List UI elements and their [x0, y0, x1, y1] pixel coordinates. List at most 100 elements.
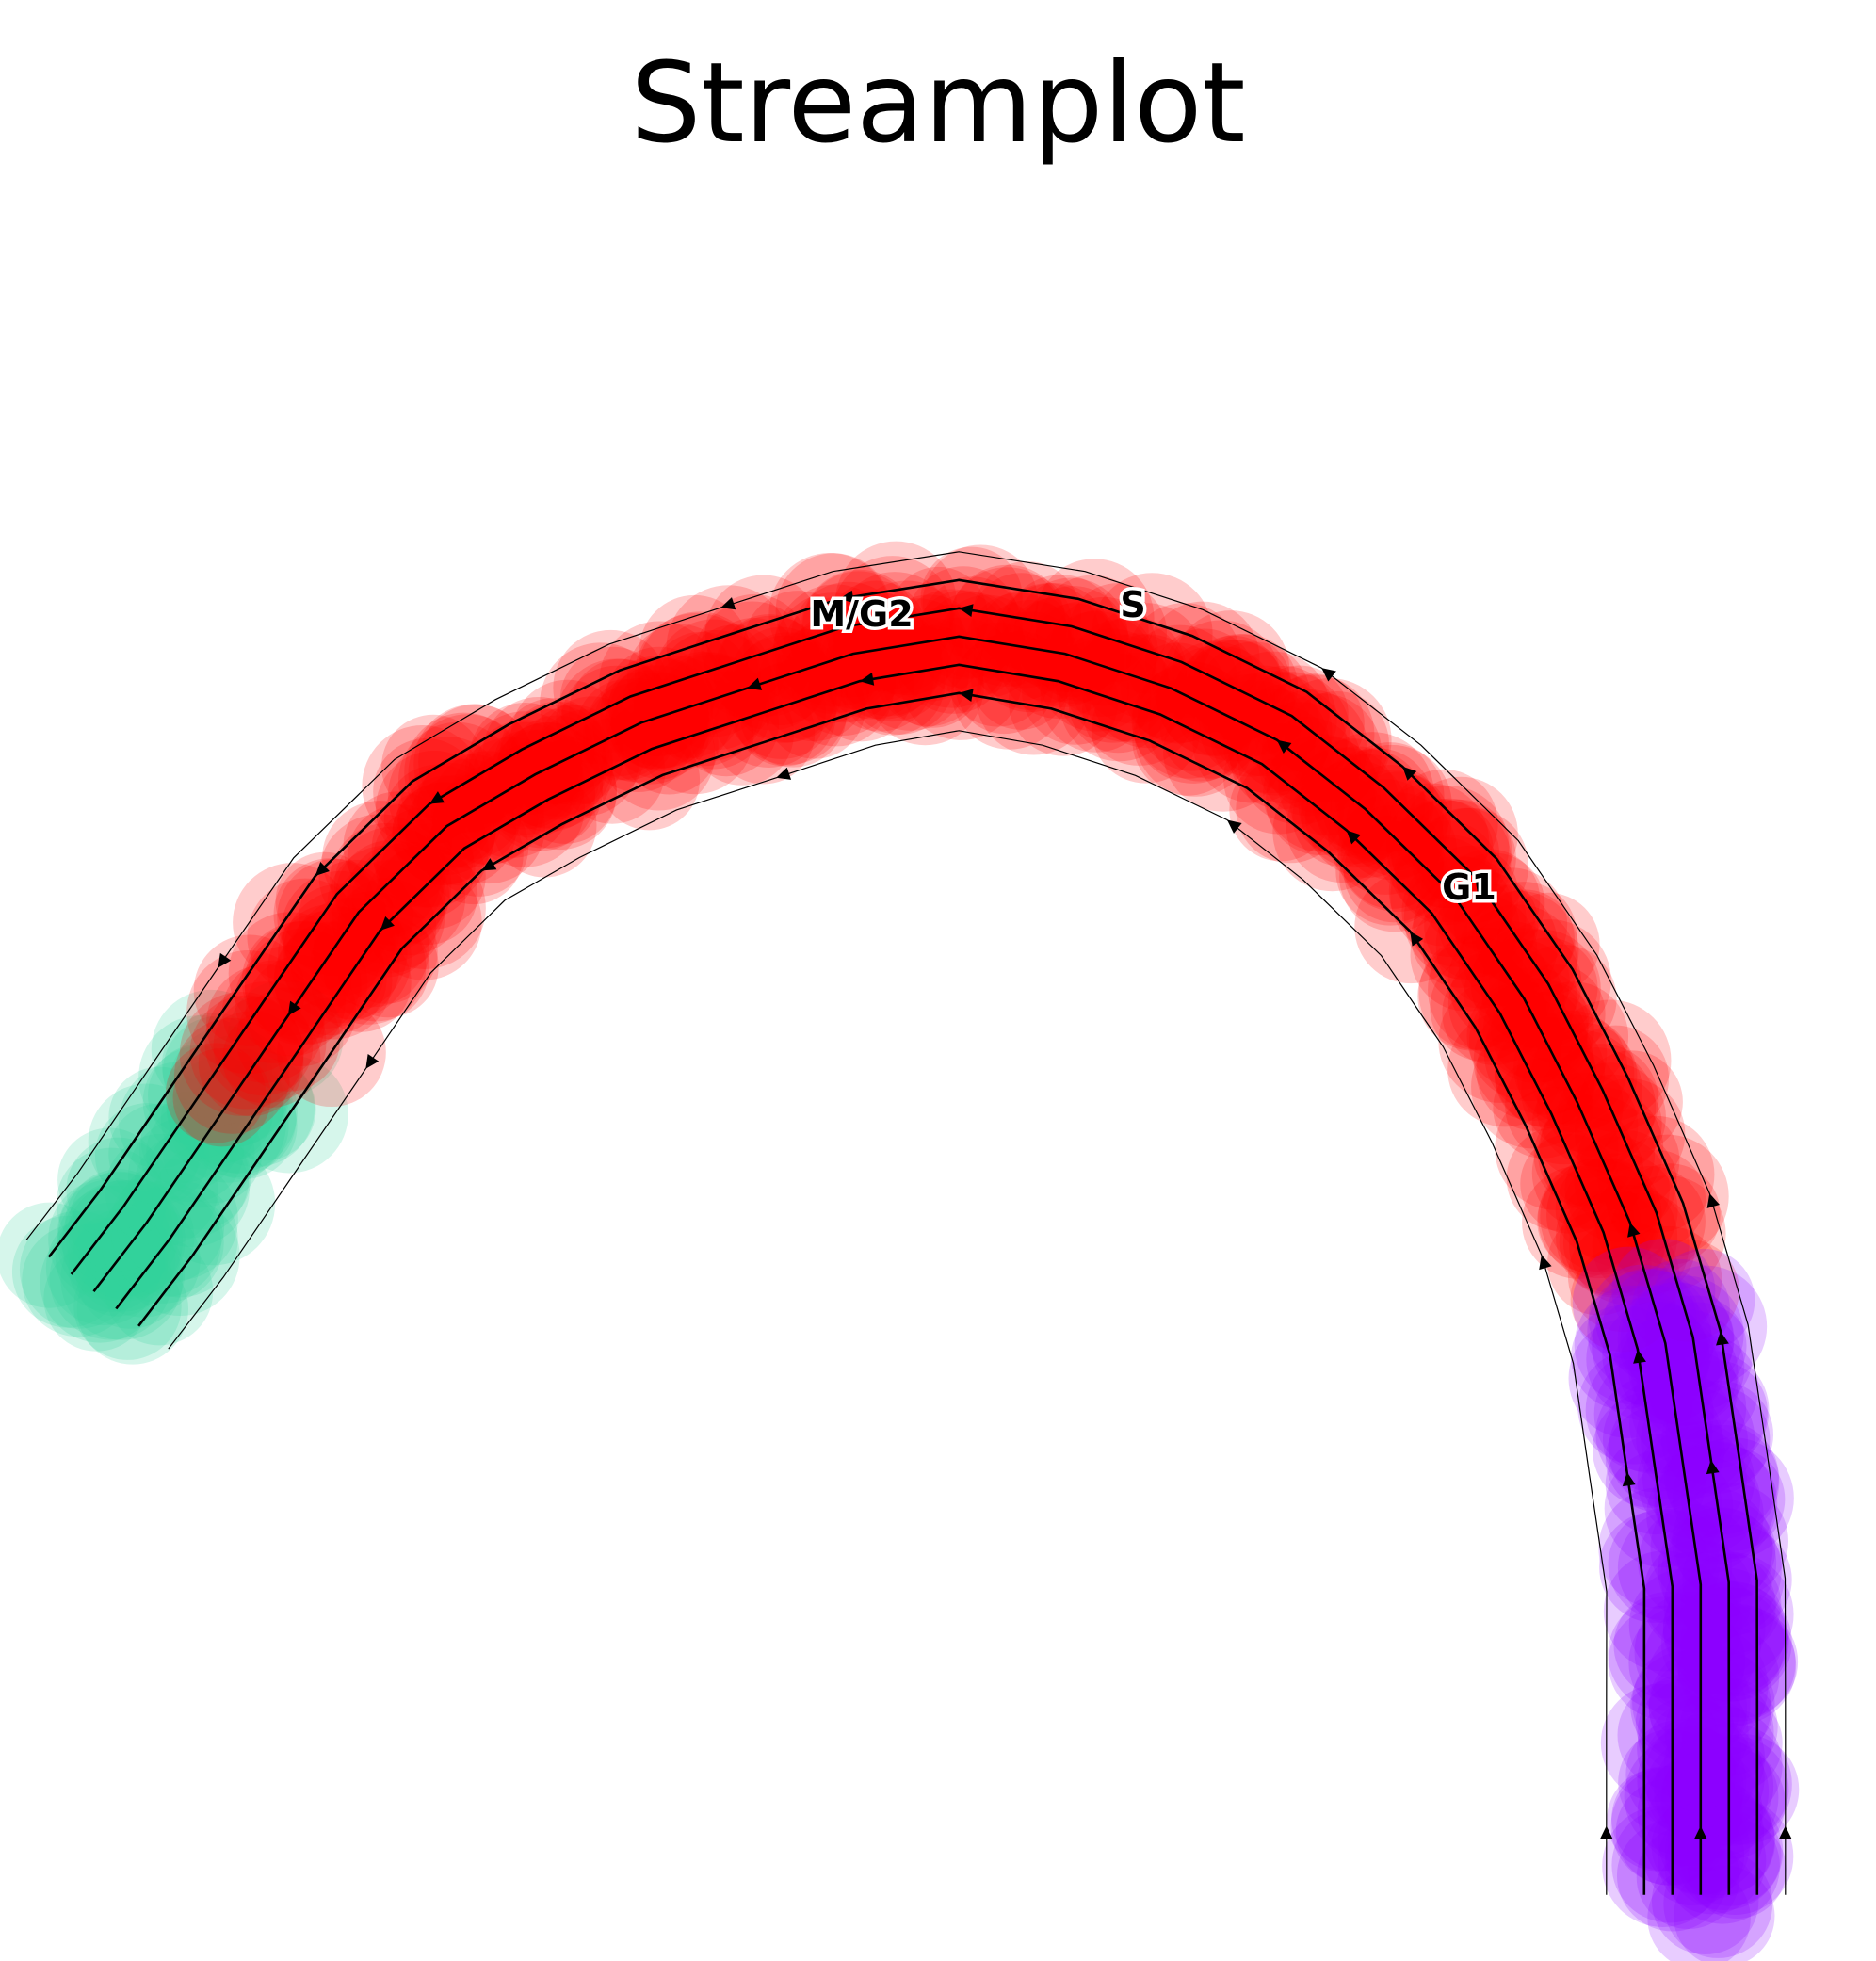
scatter-point — [1049, 596, 1158, 706]
scatter-point — [375, 750, 493, 868]
scatter-point — [1679, 1804, 1782, 1906]
scatter-point — [651, 631, 752, 733]
scatter-point — [347, 843, 450, 947]
scatter-point — [1685, 1605, 1799, 1718]
scatter-point — [906, 566, 1021, 680]
scatter-point — [1650, 1486, 1773, 1610]
scatter-point — [88, 1083, 205, 1201]
scatter-point — [1346, 771, 1452, 878]
scatter-point — [109, 1169, 225, 1284]
scatter-point — [1608, 1605, 1723, 1721]
scatter-point — [1637, 1760, 1743, 1867]
stream-arrow — [481, 858, 497, 871]
scatter-point — [61, 1180, 184, 1302]
stream-arrow — [1693, 1825, 1707, 1839]
scatter-point — [946, 567, 1067, 687]
stream-arrow — [776, 767, 792, 780]
scatter-point — [731, 626, 830, 725]
scatter-point — [1388, 769, 1498, 879]
scatter-point — [951, 633, 1068, 750]
scatter-point — [1482, 978, 1589, 1084]
scatter-point — [1229, 705, 1334, 810]
scatter-point — [1491, 979, 1594, 1083]
scatter-point — [1609, 1175, 1726, 1292]
scatter-point — [1648, 1645, 1771, 1768]
scatter-point — [379, 822, 486, 930]
scatter-point — [1497, 937, 1598, 1038]
scatter-point — [899, 617, 1023, 740]
scatter-point — [790, 631, 896, 737]
scatter-point — [1289, 747, 1399, 857]
scatter-point — [1007, 595, 1119, 707]
scatter-point — [1653, 1446, 1761, 1554]
scatter-point — [1645, 1295, 1747, 1397]
scatter-point — [1688, 1734, 1800, 1845]
scatter-point — [1132, 662, 1253, 784]
chart-title: Streamplot — [630, 38, 1246, 168]
scatter-point — [1644, 1265, 1768, 1388]
scatter-point — [692, 601, 812, 720]
scatter-point — [1063, 618, 1188, 742]
scatter-point — [173, 1048, 298, 1174]
scatter-point — [1471, 1025, 1595, 1149]
scatter-point — [1637, 1726, 1747, 1837]
scatter-point — [1438, 849, 1541, 951]
stream-arrow — [859, 673, 875, 686]
scatter-point — [634, 648, 744, 759]
scatter-point — [1658, 1806, 1767, 1915]
scatter-point — [996, 583, 1100, 687]
scatter-point — [381, 714, 485, 818]
scatter-point — [1631, 1258, 1730, 1358]
scatter-point — [1625, 1719, 1737, 1830]
scatter-point — [1644, 1717, 1765, 1838]
scatter-point — [1480, 929, 1601, 1049]
scatter-point — [1463, 939, 1577, 1053]
scatter-point — [1261, 693, 1383, 814]
scatter-point — [1592, 1285, 1714, 1407]
stream-arrow — [839, 590, 854, 604]
streamline — [168, 730, 1608, 1895]
scatter-point — [333, 826, 452, 945]
scatter-point — [1337, 792, 1458, 913]
scatter-point — [704, 618, 803, 717]
scatter-point — [1561, 1025, 1670, 1132]
scatter-point — [1579, 1050, 1683, 1154]
scatter-point — [439, 765, 539, 865]
stream-arrow — [1622, 1471, 1636, 1487]
scatter-point — [712, 681, 816, 785]
stream-arrow — [1402, 766, 1417, 781]
scatter-point — [1453, 867, 1568, 981]
scatter-point — [655, 654, 770, 770]
scatter-point — [1172, 646, 1276, 750]
scatter-point — [1663, 1549, 1776, 1662]
scatter-point — [105, 1133, 218, 1247]
scatter-point — [1437, 872, 1539, 974]
scatter-point — [318, 814, 442, 937]
scatter-point — [1390, 835, 1512, 958]
scatter-point — [1507, 964, 1606, 1063]
scatter-point — [1411, 886, 1512, 988]
stream-arrow — [1226, 819, 1242, 834]
scatter-point — [120, 1196, 240, 1317]
stream-arrow — [365, 1053, 380, 1069]
scatter-point — [1613, 1592, 1721, 1699]
scatter-point — [1677, 1603, 1796, 1723]
scatter-point — [980, 611, 1080, 710]
scatter-point — [814, 590, 930, 705]
scatter-point — [1314, 749, 1426, 861]
stream-arrow — [1410, 931, 1424, 947]
scatter-point — [1488, 919, 1611, 1042]
scatter-point — [1677, 1606, 1797, 1726]
scatter-point — [1630, 1318, 1739, 1426]
scatter-point — [1631, 1350, 1747, 1466]
scatter-point — [1536, 1047, 1657, 1167]
scatter-point — [337, 916, 439, 1018]
scatter-point — [161, 1013, 267, 1119]
scatter-point — [1120, 624, 1238, 743]
scatter-point — [1673, 1437, 1794, 1559]
stream-arrow — [315, 862, 330, 877]
scatter-point — [1663, 1706, 1783, 1825]
scatter-point — [646, 651, 761, 767]
scatter-point — [1126, 642, 1228, 744]
stream-arrow — [1599, 1825, 1613, 1839]
